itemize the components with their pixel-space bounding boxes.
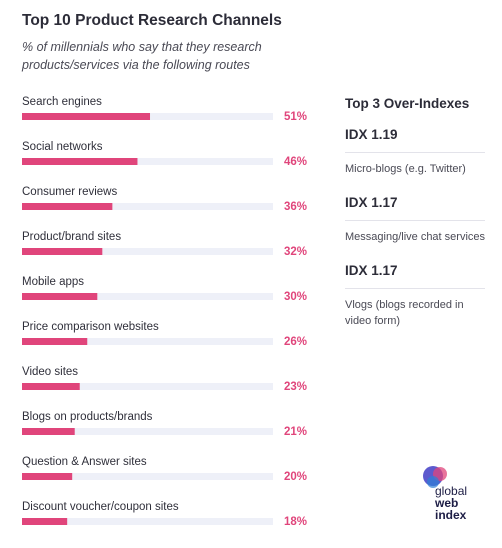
category-label: Product/brand sites [22, 231, 121, 243]
over-index-item: IDX 1.19 Micro-blogs (e.g. Twitter) [345, 127, 485, 177]
over-index-item: IDX 1.17 Messaging/live chat services [345, 195, 485, 245]
category-label: Consumer reviews [22, 186, 117, 198]
bar-track [22, 203, 273, 210]
chart-title: Top 10 Product Research Channels [22, 12, 282, 29]
bar [22, 158, 138, 165]
category-label: Blogs on products/brands [22, 411, 153, 423]
bar [22, 293, 98, 300]
logo-circles-icon [423, 466, 447, 488]
idx-description: Micro-blogs (e.g. Twitter) [345, 163, 466, 175]
idx-description: Vlogs (blogs recorded in video form) [345, 299, 464, 327]
value-label: 36% [284, 201, 307, 213]
bar-track [22, 338, 273, 345]
value-label: 32% [284, 246, 307, 258]
bar-track [22, 158, 273, 165]
value-label: 21% [284, 426, 307, 438]
logo-text-global: global [435, 484, 468, 498]
bar-chart: Search engines 51% Social networks 46% Consu… [22, 96, 307, 528]
value-label: 26% [284, 336, 307, 348]
bar [22, 518, 68, 525]
bar-track [22, 518, 273, 525]
bar [22, 203, 113, 210]
over-index-item: IDX 1.17 Vlogs (blogs recorded in video … [345, 263, 485, 329]
logo-text-index: index [435, 508, 467, 522]
category-label: Mobile apps [22, 276, 84, 288]
value-label: 46% [284, 156, 307, 168]
bar-track [22, 473, 273, 480]
category-label: Discount voucher/coupon sites [22, 501, 179, 513]
bar-track [22, 383, 273, 390]
bar-track [22, 248, 273, 255]
value-label: 51% [284, 111, 307, 123]
bar [22, 383, 80, 390]
value-label: 18% [284, 516, 307, 528]
idx-value: IDX 1.17 [345, 263, 485, 289]
bar [22, 248, 103, 255]
value-label: 30% [284, 291, 307, 303]
bar [22, 338, 88, 345]
category-label: Video sites [22, 366, 78, 378]
idx-value: IDX 1.17 [345, 195, 485, 221]
logo-text-web: web [435, 496, 459, 510]
over-index-title: Top 3 Over-Indexes [345, 96, 470, 111]
value-label: 23% [284, 381, 307, 393]
category-label: Question & Answer sites [22, 456, 147, 468]
globalwebindex-logo: global web index [420, 463, 490, 535]
chart-subtitle: % of millennials who say that they resea… [22, 40, 262, 72]
bar-track [22, 428, 273, 435]
bar-track [22, 293, 273, 300]
idx-value: IDX 1.19 [345, 127, 485, 153]
bar [22, 428, 75, 435]
category-label: Social networks [22, 141, 103, 153]
bar [22, 473, 73, 480]
category-label: Search engines [22, 96, 102, 108]
idx-description: Messaging/live chat services [345, 231, 486, 243]
bar [22, 113, 151, 120]
value-label: 20% [284, 471, 307, 483]
category-label: Price comparison websites [22, 321, 159, 333]
over-index-panel: Top 3 Over-Indexes IDX 1.19 Micro-blogs … [345, 96, 485, 347]
